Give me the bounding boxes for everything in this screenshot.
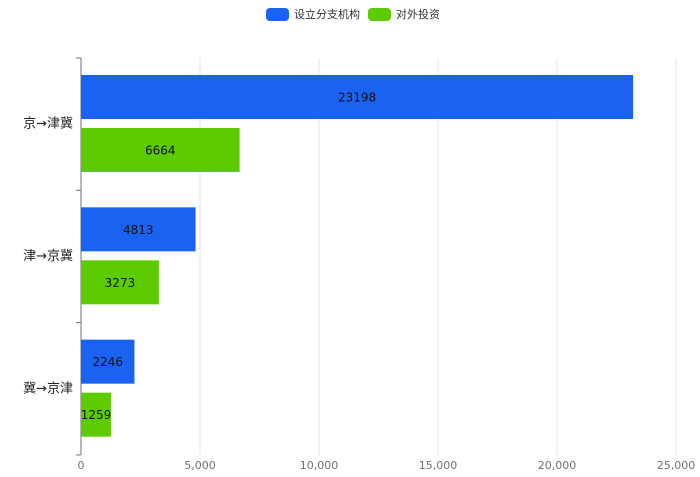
data-label: 2246 bbox=[92, 355, 123, 369]
data-label: 6664 bbox=[145, 144, 176, 158]
data-label: 1259 bbox=[81, 408, 112, 422]
bar bbox=[81, 75, 634, 119]
x-tick-label: 25,000 bbox=[657, 459, 696, 472]
y-tick-label: 冀→京津 bbox=[23, 380, 73, 396]
y-tick-label: 京→津冀 bbox=[23, 116, 73, 132]
legend-swatch bbox=[368, 8, 391, 21]
data-label: 23198 bbox=[338, 91, 376, 105]
legend-label: 设立分支机构 bbox=[294, 7, 360, 21]
x-tick-label: 0 bbox=[78, 459, 85, 472]
data-label: 4813 bbox=[123, 223, 154, 237]
x-tick-label: 10,000 bbox=[300, 459, 339, 472]
bar bbox=[81, 339, 135, 384]
x-tick-label: 20,000 bbox=[538, 459, 577, 472]
legend-label: 对外投资 bbox=[396, 7, 440, 21]
data-label: 3273 bbox=[105, 276, 136, 290]
bar bbox=[81, 392, 111, 437]
y-tick-label: 津→京冀 bbox=[23, 248, 73, 264]
bar bbox=[81, 260, 159, 305]
x-tick-label: 15,000 bbox=[419, 459, 458, 472]
bar bbox=[81, 128, 240, 172]
legend-swatch bbox=[266, 8, 289, 21]
x-tick-label: 5,000 bbox=[184, 459, 216, 472]
bar bbox=[81, 207, 196, 252]
